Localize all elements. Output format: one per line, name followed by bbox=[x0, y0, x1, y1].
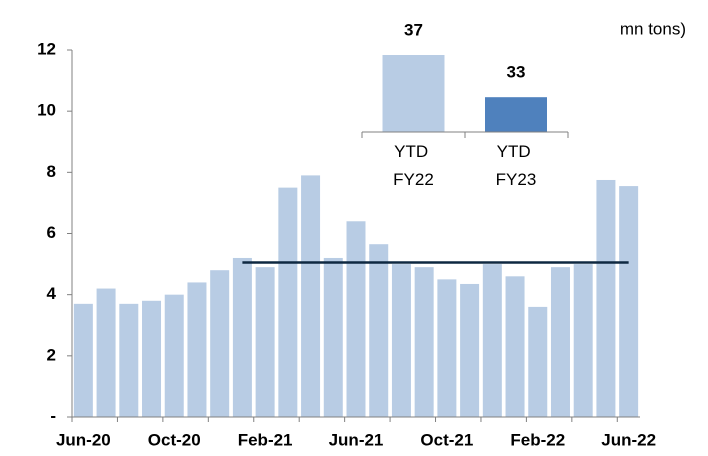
x-tick-label: Oct-20 bbox=[148, 430, 201, 449]
bar bbox=[596, 179, 616, 417]
bar bbox=[460, 283, 480, 417]
bar bbox=[96, 288, 116, 417]
y-tick-label: 12 bbox=[37, 39, 56, 58]
inset-value-label: 33 bbox=[507, 63, 526, 82]
inset-bar bbox=[485, 97, 547, 132]
y-tick-label: 2 bbox=[47, 345, 56, 364]
bar bbox=[301, 175, 321, 417]
inset-value-label: 37 bbox=[404, 20, 423, 39]
bar bbox=[414, 267, 434, 417]
bar bbox=[482, 264, 502, 417]
x-tick-label: Feb-22 bbox=[510, 430, 565, 449]
x-tick-label: Jun-21 bbox=[329, 430, 384, 449]
bar bbox=[619, 186, 639, 417]
bar bbox=[323, 257, 343, 417]
bar bbox=[255, 267, 275, 417]
bar bbox=[142, 300, 162, 417]
bar bbox=[164, 294, 184, 417]
inset-category-label: YTD FY22 bbox=[393, 142, 434, 189]
bar bbox=[505, 276, 525, 417]
bar bbox=[73, 303, 93, 417]
x-tick-label: Jun-20 bbox=[56, 430, 111, 449]
bar bbox=[278, 187, 298, 417]
y-tick-label: 6 bbox=[47, 223, 56, 242]
bar bbox=[187, 282, 207, 417]
x-tick-label: Jun-22 bbox=[601, 430, 656, 449]
bar bbox=[346, 221, 366, 417]
y-tick-label: 8 bbox=[47, 162, 56, 181]
x-tick-label: Feb-21 bbox=[238, 430, 293, 449]
axis-label: mn tons) bbox=[620, 19, 686, 38]
x-tick-label: Oct-21 bbox=[420, 430, 473, 449]
bar bbox=[528, 306, 548, 417]
bar bbox=[550, 267, 570, 417]
bar bbox=[391, 264, 411, 417]
bar bbox=[210, 270, 230, 417]
inset-bar bbox=[382, 55, 445, 132]
bar bbox=[232, 257, 252, 417]
bar bbox=[437, 279, 457, 417]
bar bbox=[573, 264, 593, 417]
y-tick-label: 10 bbox=[37, 101, 56, 120]
bar bbox=[369, 244, 389, 417]
y-tick-label: - bbox=[50, 406, 56, 425]
bar bbox=[119, 303, 139, 417]
inset-category-label: YTD FY23 bbox=[496, 142, 537, 189]
y-tick-label: 4 bbox=[47, 284, 57, 303]
